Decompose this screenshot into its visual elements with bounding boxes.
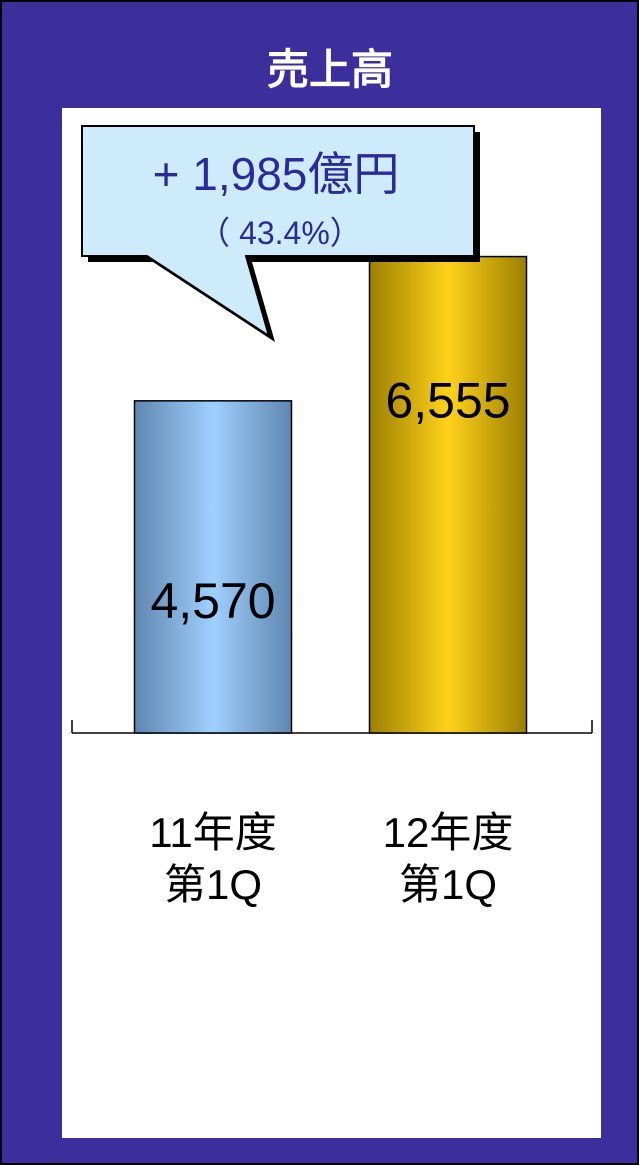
category-label-2-line-2: 第1Q <box>399 861 497 908</box>
bars: 4,570 6,555 <box>133 255 528 734</box>
callout-sub-text: （ 43.4%） <box>198 215 362 251</box>
callout-main-text: + 1,985億円 <box>153 148 400 200</box>
bar-value-label-2: 6,555 <box>385 372 510 428</box>
bar-1 <box>133 400 293 734</box>
bar-value-label-1: 4,570 <box>150 573 275 629</box>
callout: + 1,985億円 （ 43.4%） <box>81 125 480 342</box>
category-label-1-line-1: 11年度 <box>149 809 277 856</box>
chart-title: 売上高 <box>267 45 393 94</box>
category-label-2-line-1: 12年度 <box>383 809 514 856</box>
callout-bubble <box>81 125 475 339</box>
bar-2 <box>368 255 528 734</box>
category-label-1-line-2: 第1Q <box>164 861 262 908</box>
